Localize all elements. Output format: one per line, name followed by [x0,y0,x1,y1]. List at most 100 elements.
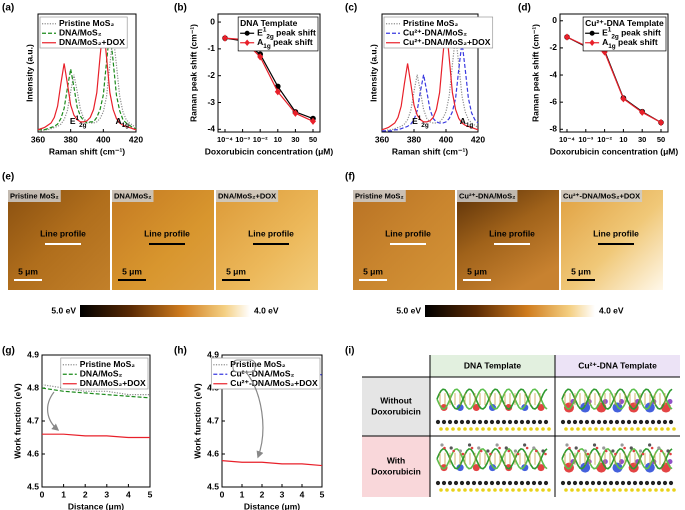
lattice-atom [541,488,545,492]
lattice-atom [578,419,584,425]
lattice-atom [612,427,616,431]
lattice-atom [477,419,483,425]
x-tick-label: 3 [280,489,285,499]
y-tick-label: -8 [549,124,557,134]
legend-frame [582,16,667,52]
drug-molecule [498,446,501,450]
row-header: Doxorubicin [371,406,421,416]
y-tick-label: -4 [207,124,215,134]
x-axis-label: Doxorubicin concentration (μM) [550,146,679,156]
data-point [639,108,646,116]
lattice-atom [451,488,455,492]
x-tick-label: 1 [240,489,245,499]
lattice-atom [463,427,467,431]
x-tick-label: 2 [83,489,88,499]
y-tick-label: 4.7 [27,415,39,425]
lattice-atom [519,480,525,486]
lattice-atom [483,419,489,425]
lattice-atom [626,419,632,425]
x-tick-label: 0 [220,489,225,499]
lattice-atom [588,488,592,492]
drug-molecule [657,446,661,450]
column-header: DNA Template [464,360,521,370]
y-tick-label: 4.5 [27,481,39,491]
lattice-atom [513,419,519,425]
x-axis-label: Distance (μm) [68,501,124,510]
lattice-atom [614,419,620,425]
legend-title: DNA Template [240,18,297,28]
text-part: 1 [418,115,422,122]
ion [456,464,464,472]
text-part: E [602,28,608,38]
legend-label: Pristine MoS₂ [230,359,285,369]
series-line [381,24,479,131]
lattice-atom [672,488,676,492]
legend-label: E12g peak shift [602,26,661,40]
x-tick-label: 3 [104,489,109,499]
lattice-atom [511,427,515,431]
data-point [658,118,664,127]
lattice-atom [630,488,634,492]
lattice-atom [618,488,622,492]
line-profile-label: Line profile [489,228,535,238]
x-tick-label: 10⁻⁴ [217,135,233,144]
y-tick-label: 4.6 [27,448,39,458]
colorbar-label: 5.0 eV [51,305,76,315]
lattice-atom [531,480,537,486]
lattice-atom [471,419,477,425]
scale-bar-label: 5 μm [363,266,383,276]
lattice-atom [620,419,626,425]
text-part: 1g [608,43,616,50]
legend-label: A1g peak shift [257,37,313,50]
lattice-atom [489,480,495,486]
y-tick-label: 4.8 [27,382,39,392]
lattice-atom [453,419,459,425]
lattice-atom [531,419,537,425]
ion [521,464,529,472]
panel-label: (i) [345,346,354,357]
legend-frame [383,16,494,49]
ion [580,402,591,413]
x-tick-label: 10⁻³ [235,135,250,144]
x-tick-label: 30 [638,135,646,144]
drug-molecule [523,443,527,447]
data-point [310,117,316,125]
lattice-atom [469,488,473,492]
dna-strand [561,448,673,470]
panel-label: (d) [518,3,531,14]
peak-annotation: A1g [460,116,474,129]
lattice-atom [650,419,656,425]
legend-label: Cu²⁺-DNA/MoS₂+DOX [403,37,491,47]
schematic-art [560,388,676,431]
legend-label: E12g peak shift [257,26,316,40]
lattice-atom [499,488,503,492]
line-profile-label: Line profile [385,228,431,238]
x-tick-label: 50 [309,135,317,144]
lattice-atom [535,427,539,431]
line-profile-label: Line profile [40,228,86,238]
lattice-atom [656,419,662,425]
x-tick-label: 10⁻² [597,135,612,144]
ion [505,464,513,472]
lattice-atom [608,419,614,425]
legend-label: Cu²⁺-DNA/MoS₂ [230,369,294,379]
lattice-atom [475,427,479,431]
x-axis-label: Raman shift (cm⁻¹) [49,146,125,156]
lattice-atom [505,427,509,431]
dna-strand [561,388,673,410]
ion [537,404,545,412]
lattice-atom [642,488,646,492]
y-axis-label: Intensity (a.u.) [24,44,34,102]
lattice-atom [511,488,515,492]
scale-bar-label: 5 μm [18,266,38,276]
lattice-atom [495,419,501,425]
ion [667,459,673,465]
lattice-atom [543,419,549,425]
lattice-atom [487,488,491,492]
lattice-atom [636,488,640,492]
legend-label: Pristine MoS₂ [59,18,114,28]
row-header: Without [380,395,412,405]
